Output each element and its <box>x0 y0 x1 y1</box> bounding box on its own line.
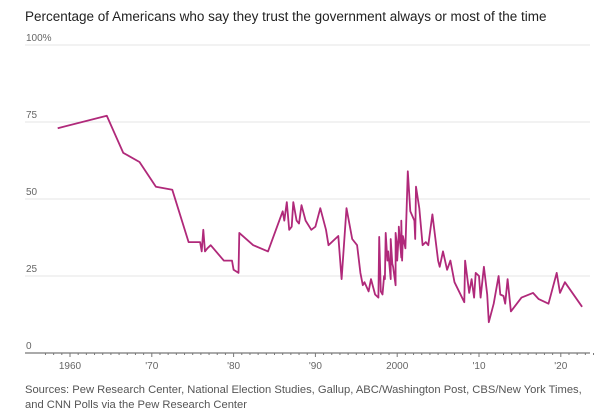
chart-title: Percentage of Americans who say they tru… <box>25 9 547 24</box>
source-note: Sources: Pew Research Center, National E… <box>25 384 582 411</box>
x-tick-label: '20 <box>554 361 567 372</box>
x-tick-label: '90 <box>309 361 322 372</box>
y-tick-label: 0 <box>26 341 32 352</box>
y-tick-label: 75 <box>26 110 38 121</box>
y-tick-label: 100% <box>26 33 52 44</box>
x-tick-label: 2000 <box>386 361 409 372</box>
series-line-trust <box>57 114 583 324</box>
y-tick-label: 25 <box>26 264 38 275</box>
x-tick-label: '70 <box>145 361 158 372</box>
x-tick-label: 1960 <box>59 361 82 372</box>
y-tick-label: 50 <box>26 187 38 198</box>
x-tick-label: '80 <box>227 361 240 372</box>
x-tick-label: '10 <box>472 361 485 372</box>
